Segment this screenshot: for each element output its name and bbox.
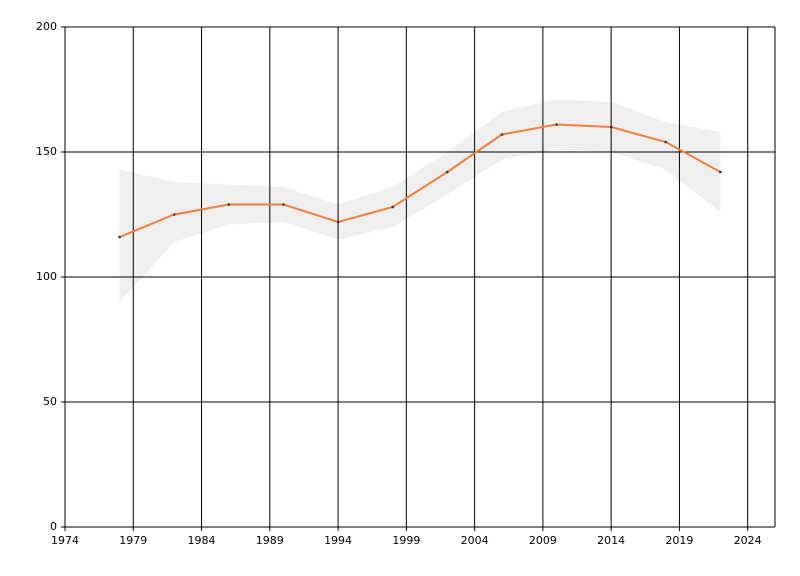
- x-tick-label: 2024: [734, 534, 762, 547]
- confidence-band: [119, 99, 721, 302]
- x-tick-label: 1999: [392, 534, 420, 547]
- marker: [719, 170, 722, 174]
- x-tick-label: 2019: [665, 534, 693, 547]
- marker: [500, 133, 504, 136]
- x-tick-label: 2009: [529, 534, 557, 547]
- y-tick-label: 200: [36, 20, 57, 33]
- y-tick-label: 100: [36, 270, 57, 283]
- marker: [172, 213, 176, 216]
- x-tick-label: 1989: [256, 534, 284, 547]
- marker: [336, 220, 340, 224]
- marker: [391, 205, 394, 209]
- marker: [664, 140, 668, 144]
- marker: [227, 203, 231, 206]
- y-tick-label: 0: [50, 520, 57, 533]
- marker: [609, 125, 613, 129]
- x-tick-label: 2014: [597, 534, 625, 547]
- marker: [282, 203, 285, 206]
- marker: [118, 235, 121, 239]
- y-tick-label: 150: [36, 145, 57, 158]
- x-tick-label: 1984: [188, 534, 216, 547]
- line: [119, 123, 721, 238]
- x-tick-label: 1979: [119, 534, 147, 547]
- marker: [446, 170, 449, 174]
- y-tick-label: 50: [43, 395, 57, 408]
- marker: [555, 123, 558, 126]
- x-tick-label: 1994: [324, 534, 352, 547]
- x-tick-label: 2004: [461, 534, 489, 547]
- x-tick-label: 1974: [51, 534, 79, 547]
